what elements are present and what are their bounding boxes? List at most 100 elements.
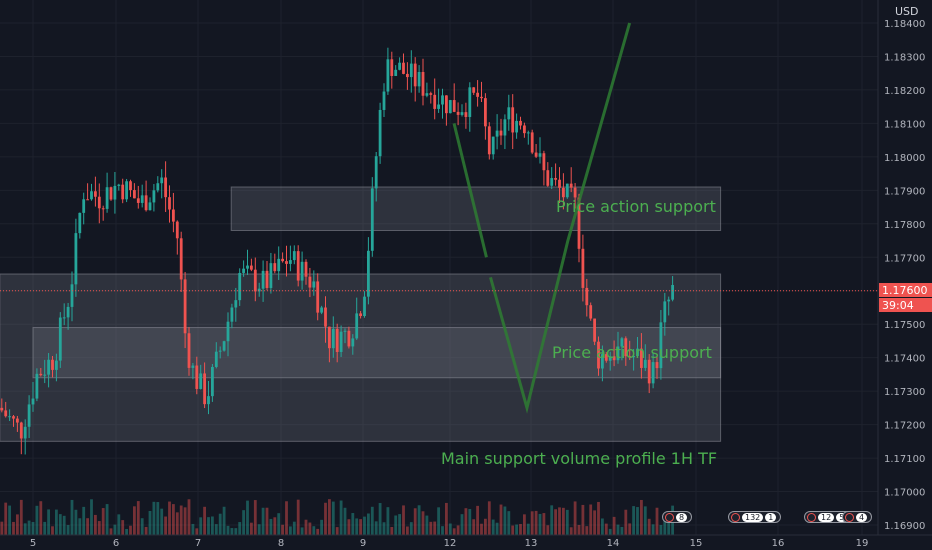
volume-bar bbox=[448, 523, 452, 535]
price-tick-label: 1.18300 bbox=[884, 52, 925, 63]
candle-body bbox=[515, 120, 518, 133]
candle-body bbox=[55, 360, 58, 370]
volume-bar bbox=[374, 521, 378, 535]
volume-bar bbox=[97, 521, 101, 535]
candle-body bbox=[487, 126, 491, 155]
event-badge[interactable]: 8 bbox=[662, 511, 693, 523]
volume-bar bbox=[363, 516, 366, 535]
candle-body bbox=[456, 111, 460, 115]
volume-bar bbox=[109, 528, 113, 535]
candle-body bbox=[659, 322, 663, 369]
volume-bar bbox=[300, 527, 304, 535]
volume-bar bbox=[550, 505, 554, 535]
candle-body bbox=[238, 272, 242, 301]
volume-bar bbox=[507, 511, 511, 535]
candle-body bbox=[472, 87, 476, 93]
time-axis[interactable]: 5 6 7 8 9 12 13 14 15 16 19 bbox=[30, 538, 869, 549]
candle-body bbox=[499, 130, 503, 136]
candle-body bbox=[589, 305, 593, 319]
time-tick-label: 12 bbox=[444, 538, 457, 549]
candle-body bbox=[620, 338, 624, 347]
candle-body bbox=[452, 100, 456, 112]
volume-bar bbox=[554, 509, 557, 535]
volume-bar bbox=[464, 508, 468, 535]
volume-bar bbox=[484, 518, 487, 535]
candle-body bbox=[382, 91, 386, 110]
volume-profile-zone bbox=[0, 273, 722, 442]
volume-bar bbox=[413, 508, 417, 535]
volume-bar bbox=[378, 503, 382, 535]
volume-bar bbox=[0, 521, 4, 535]
candle-body bbox=[445, 95, 448, 114]
candle-body bbox=[101, 208, 105, 210]
event-badge[interactable]: 4 bbox=[842, 511, 873, 523]
candle-body bbox=[203, 373, 206, 405]
volume-bar bbox=[628, 523, 632, 535]
volume-bar bbox=[390, 526, 394, 535]
volume-bar bbox=[160, 508, 164, 535]
candle-body bbox=[94, 191, 97, 197]
candle-body bbox=[585, 287, 589, 306]
volume-bar bbox=[604, 523, 608, 535]
candle-body bbox=[320, 307, 323, 313]
volume-bar bbox=[526, 523, 530, 535]
volume-bar bbox=[269, 518, 273, 535]
volume-bar bbox=[164, 516, 167, 535]
candle-body bbox=[406, 73, 409, 78]
candle-body bbox=[74, 233, 78, 285]
candle-body bbox=[495, 130, 499, 137]
candle-body bbox=[58, 317, 62, 361]
volume-bar bbox=[211, 516, 214, 535]
volume-bar bbox=[643, 506, 647, 535]
volume-bar bbox=[335, 527, 339, 535]
candle-body bbox=[398, 62, 401, 70]
zone-labels: Price action support Price action support… bbox=[441, 197, 717, 468]
candle-body bbox=[211, 366, 214, 397]
volume-bar bbox=[487, 501, 491, 535]
volume-bar bbox=[382, 522, 386, 535]
candle-body bbox=[8, 416, 11, 418]
volume-bar bbox=[168, 501, 171, 535]
candle-body bbox=[347, 330, 351, 347]
candle-body bbox=[51, 359, 54, 370]
volume-bar bbox=[331, 501, 335, 535]
candle-body bbox=[172, 209, 175, 222]
candle-body bbox=[413, 63, 417, 87]
candle-body bbox=[105, 187, 109, 209]
volume-bar bbox=[250, 522, 253, 535]
candle-body bbox=[542, 153, 546, 171]
event-badge[interactable]: 132 1 bbox=[728, 511, 782, 523]
candle-body bbox=[140, 195, 144, 203]
candle-body bbox=[160, 177, 164, 184]
candlesticks bbox=[0, 47, 674, 455]
volume-bar bbox=[499, 504, 503, 535]
candle-body bbox=[534, 152, 538, 157]
volume-bar bbox=[43, 521, 47, 535]
volume-bar bbox=[441, 526, 444, 535]
candle-body bbox=[324, 307, 327, 327]
candle-body bbox=[612, 356, 616, 361]
candle-body bbox=[187, 333, 191, 368]
candle-body bbox=[640, 348, 643, 368]
volume-bar bbox=[651, 524, 655, 535]
volume-bar bbox=[534, 510, 538, 535]
price-tick-label: 1.17500 bbox=[884, 320, 925, 331]
candle-body bbox=[285, 261, 288, 264]
candle-body bbox=[328, 326, 331, 349]
volume-bar bbox=[78, 518, 82, 535]
volume-bar bbox=[367, 513, 370, 535]
volume-bar bbox=[316, 528, 320, 535]
volume-bar bbox=[503, 506, 507, 535]
volume-bar bbox=[519, 524, 522, 535]
candle-body bbox=[569, 183, 573, 188]
volume-bar bbox=[636, 507, 639, 535]
volume-bar bbox=[199, 517, 203, 535]
volume-bar bbox=[289, 526, 292, 535]
volume-bar bbox=[136, 501, 140, 535]
volume-bar bbox=[429, 521, 433, 535]
candle-body bbox=[125, 181, 128, 200]
candle-body bbox=[437, 104, 440, 109]
volume-bar bbox=[351, 513, 355, 535]
volume-bar bbox=[402, 505, 405, 535]
